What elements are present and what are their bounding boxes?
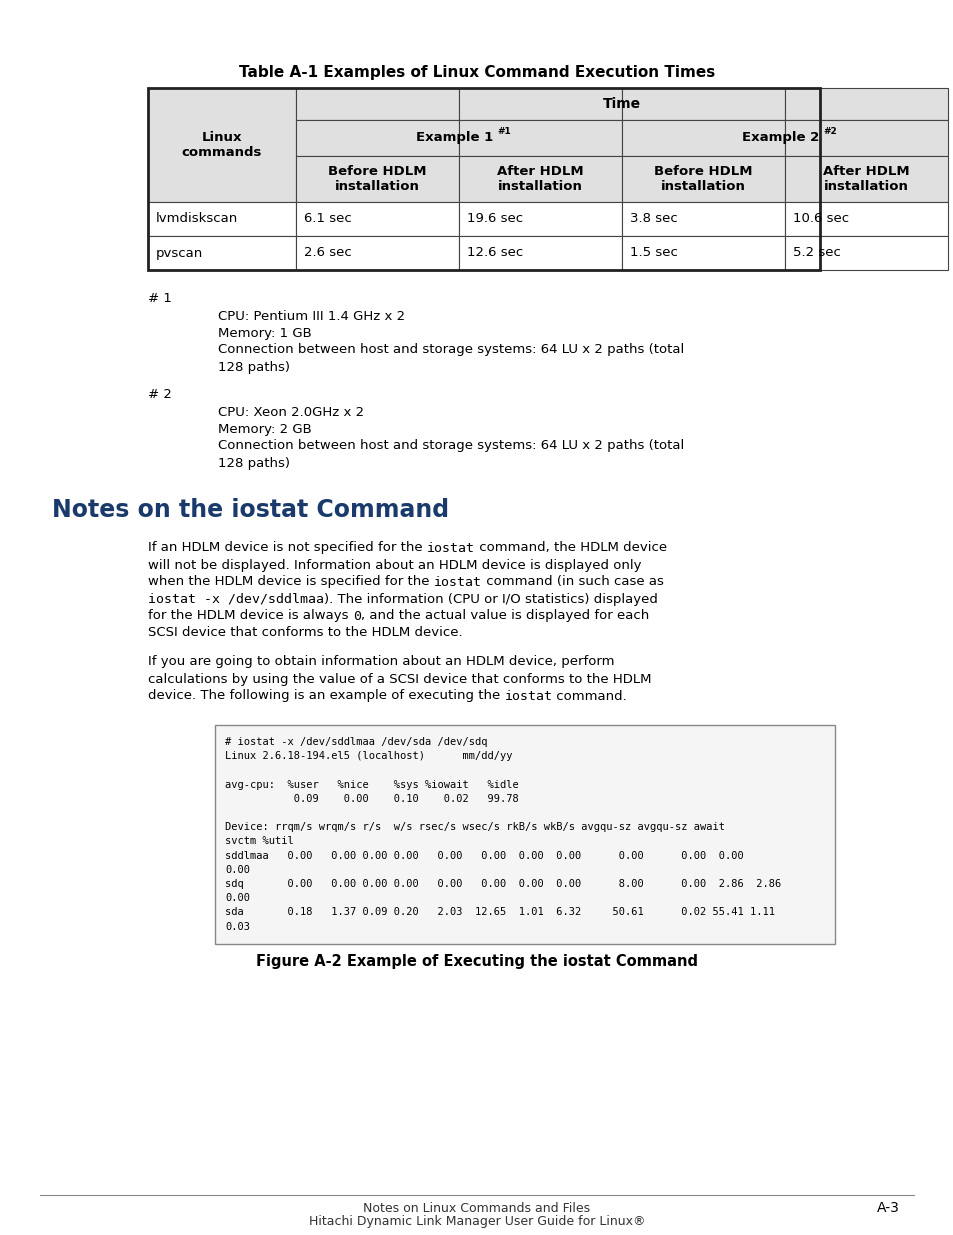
Text: svctm %util: svctm %util [225,836,294,846]
Bar [458,88,621,120]
Text: 1.5 sec: 1.5 sec [629,247,678,259]
Text: If you are going to obtain information about an HDLM device, perform: If you are going to obtain information a… [148,656,614,668]
Text: #2: #2 [822,127,836,137]
Text: 0.00: 0.00 [225,893,250,903]
Text: Notes on the iostat Command: Notes on the iostat Command [52,498,449,522]
Text: 5.2 sec: 5.2 sec [792,247,840,259]
Text: Linux
commands: Linux commands [182,131,262,159]
Bar [295,120,458,156]
Text: A-3: A-3 [876,1200,899,1215]
Text: 12.6 sec: 12.6 sec [467,247,522,259]
Bar [148,88,295,203]
Text: iostat: iostat [426,541,475,555]
Bar [458,203,621,236]
Text: Table A-1 Examples of Linux Command Execution Times: Table A-1 Examples of Linux Command Exec… [238,64,715,79]
Text: # 2: # 2 [148,388,172,400]
Text: Linux 2.6.18-194.el5 (localhost)      mm/dd/yy: Linux 2.6.18-194.el5 (localhost) mm/dd/y… [225,751,512,761]
Text: iostat: iostat [504,689,552,703]
Bar [214,725,834,944]
Text: command (in such case as: command (in such case as [481,576,663,589]
Bar [148,88,820,270]
Text: iostat: iostat [434,576,481,589]
Text: SCSI device that conforms to the HDLM device.: SCSI device that conforms to the HDLM de… [148,626,462,640]
Text: Memory: 2 GB: Memory: 2 GB [218,422,312,436]
Text: 0.09    0.00    0.10    0.02   99.78: 0.09 0.00 0.10 0.02 99.78 [225,794,518,804]
Text: 2.6 sec: 2.6 sec [304,247,352,259]
Bar [295,203,458,236]
Bar [621,203,784,236]
Text: Connection between host and storage systems: 64 LU x 2 paths (total: Connection between host and storage syst… [218,440,683,452]
Text: ). The information (CPU or I/O statistics) displayed: ). The information (CPU or I/O statistic… [324,593,658,605]
Text: sda       0.18   1.37 0.09 0.20   2.03  12.65  1.01  6.32     50.61      0.02 55: sda 0.18 1.37 0.09 0.20 2.03 12.65 1.01 … [225,908,774,918]
Bar [295,156,458,203]
Bar [784,236,947,270]
Bar [458,156,621,203]
Text: Hitachi Dynamic Link Manager User Guide for Linux®: Hitachi Dynamic Link Manager User Guide … [309,1215,644,1229]
Text: Before HDLM
installation: Before HDLM installation [328,165,426,193]
Bar [621,156,784,203]
Text: 3.8 sec: 3.8 sec [629,212,677,226]
Text: sdq       0.00   0.00 0.00 0.00   0.00   0.00  0.00  0.00      8.00      0.00  2: sdq 0.00 0.00 0.00 0.00 0.00 0.00 0.00 0… [225,879,781,889]
Text: 19.6 sec: 19.6 sec [467,212,522,226]
Text: Time: Time [602,98,640,111]
Bar [295,236,458,270]
Text: # iostat -x /dev/sddlmaa /dev/sda /dev/sdq: # iostat -x /dev/sddlmaa /dev/sda /dev/s… [225,737,487,747]
Text: CPU: Pentium III 1.4 GHz x 2: CPU: Pentium III 1.4 GHz x 2 [218,310,405,322]
Text: 0.03: 0.03 [225,921,250,931]
Text: If an HDLM device is not specified for the: If an HDLM device is not specified for t… [148,541,426,555]
Text: After HDLM
installation: After HDLM installation [822,165,909,193]
Bar [784,88,947,120]
Text: will not be displayed. Information about an HDLM device is displayed only: will not be displayed. Information about… [148,558,640,572]
Text: , and the actual value is displayed for each: , and the actual value is displayed for … [360,610,648,622]
Text: 128 paths): 128 paths) [218,361,290,373]
Text: After HDLM
installation: After HDLM installation [497,165,583,193]
Text: Example 2: Example 2 [741,131,819,144]
Text: sddlmaa   0.00   0.00 0.00 0.00   0.00   0.00  0.00  0.00      0.00      0.00  0: sddlmaa 0.00 0.00 0.00 0.00 0.00 0.00 0.… [225,851,743,861]
Text: # 1: # 1 [148,291,172,305]
Bar [784,156,947,203]
Text: Notes on Linux Commands and Files: Notes on Linux Commands and Files [363,1202,590,1214]
Text: 0.00: 0.00 [225,864,250,874]
Text: CPU: Xeon 2.0GHz x 2: CPU: Xeon 2.0GHz x 2 [218,405,364,419]
Bar [784,120,947,156]
Text: lvmdiskscan: lvmdiskscan [156,212,238,226]
Bar [148,236,295,270]
Bar [621,236,784,270]
Text: Figure A-2 Example of Executing the iostat Command: Figure A-2 Example of Executing the iost… [255,955,698,969]
Text: command.: command. [552,689,626,703]
Text: avg-cpu:  %user   %nice    %sys %iowait   %idle: avg-cpu: %user %nice %sys %iowait %idle [225,779,518,789]
Text: 10.6 sec: 10.6 sec [792,212,848,226]
Text: Before HDLM
installation: Before HDLM installation [654,165,752,193]
Bar [784,203,947,236]
Bar [458,120,621,156]
Text: iostat -x /dev/sddlmaa: iostat -x /dev/sddlmaa [148,593,324,605]
Text: command, the HDLM device: command, the HDLM device [475,541,666,555]
Bar [295,88,458,120]
Text: Device: rrqm/s wrqm/s r/s  w/s rsec/s wsec/s rkB/s wkB/s avgqu-sz avgqu-sz await: Device: rrqm/s wrqm/s r/s w/s rsec/s wse… [225,823,724,832]
Text: 128 paths): 128 paths) [218,457,290,469]
Text: 6.1 sec: 6.1 sec [304,212,352,226]
Bar [621,120,784,156]
Text: for the HDLM device is always: for the HDLM device is always [148,610,353,622]
Text: device. The following is an example of executing the: device. The following is an example of e… [148,689,504,703]
Text: #1: #1 [497,127,510,137]
Bar [148,203,295,236]
Text: 0: 0 [353,610,360,622]
Bar [621,88,784,120]
Bar [458,236,621,270]
Text: pvscan: pvscan [156,247,203,259]
Text: Memory: 1 GB: Memory: 1 GB [218,326,312,340]
Text: calculations by using the value of a SCSI device that conforms to the HDLM: calculations by using the value of a SCS… [148,673,651,685]
Text: Connection between host and storage systems: 64 LU x 2 paths (total: Connection between host and storage syst… [218,343,683,357]
Text: when the HDLM device is specified for the: when the HDLM device is specified for th… [148,576,434,589]
Text: Example 1: Example 1 [416,131,493,144]
